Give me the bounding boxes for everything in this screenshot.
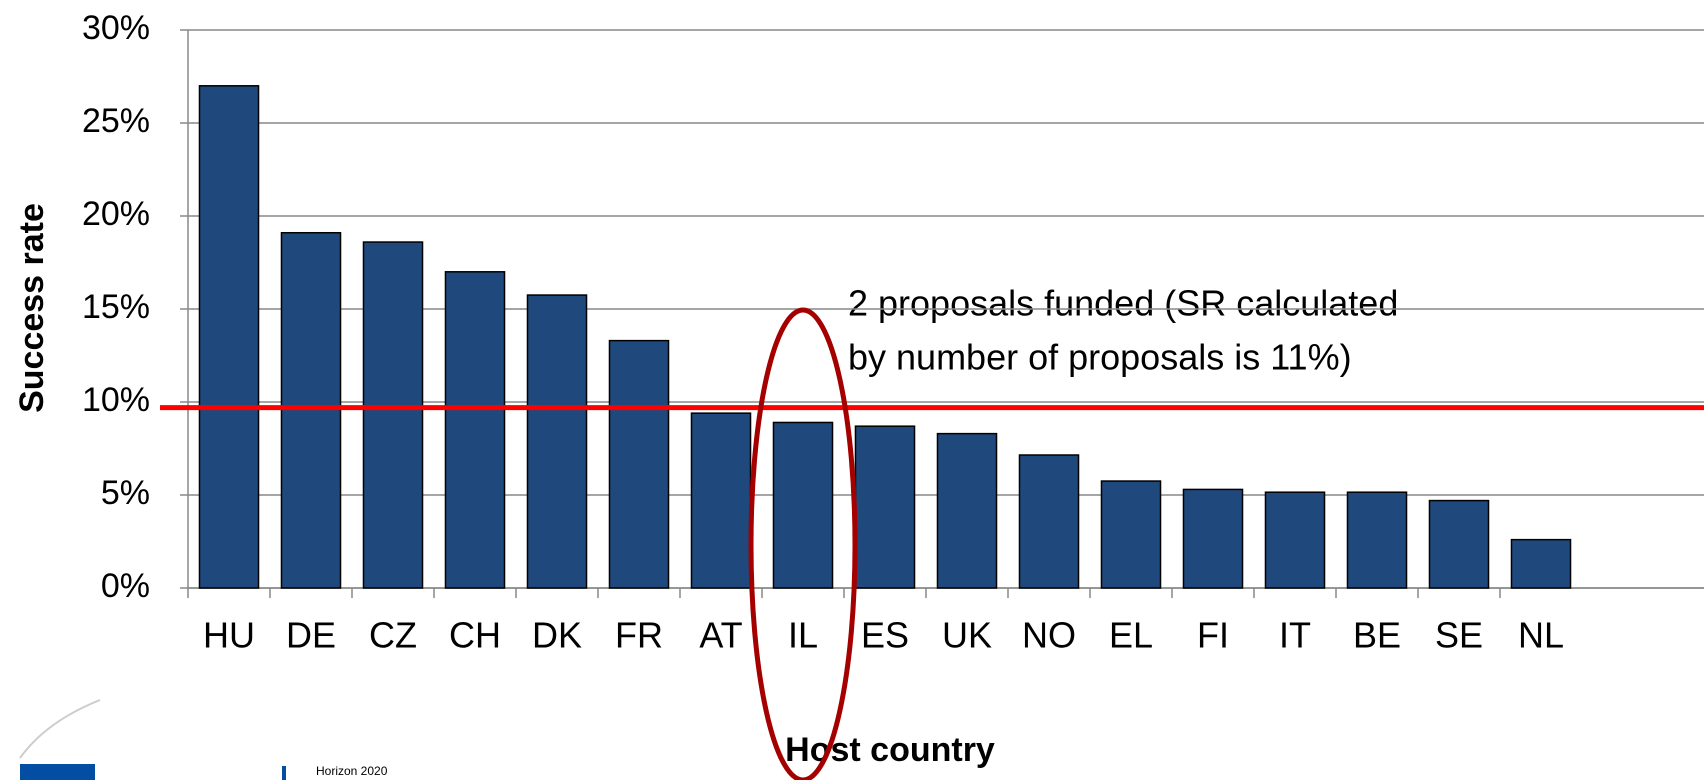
x-tick-label: ES — [861, 615, 909, 656]
y-tick-label: 30% — [82, 9, 150, 47]
bar — [1018, 454, 1080, 589]
y-tick-label: 25% — [82, 102, 150, 140]
bar — [936, 432, 998, 589]
x-tick-label: BE — [1353, 615, 1401, 656]
annotation-line: by number of proposals is 11%) — [848, 337, 1352, 378]
bar — [1182, 488, 1244, 589]
x-tick-label: NO — [1022, 615, 1076, 656]
bar — [1510, 538, 1572, 589]
bar — [198, 85, 260, 589]
x-tick-label: IL — [788, 615, 818, 656]
bar — [362, 241, 424, 589]
annotation-line: 2 proposals funded (SR calculated — [848, 283, 1398, 324]
logo-curve — [19, 699, 101, 759]
bar — [772, 421, 834, 589]
bar — [526, 294, 588, 589]
logo-bar — [282, 766, 286, 780]
eu-flag — [20, 764, 95, 780]
y-tick-label: 0% — [101, 567, 150, 605]
bar — [608, 339, 670, 589]
x-tick-label: NL — [1518, 615, 1564, 656]
logo — [19, 699, 286, 780]
x-tick-label: HU — [203, 615, 255, 656]
bar — [854, 425, 916, 589]
x-axis-title: Host country — [785, 731, 995, 769]
x-tick-label: IT — [1279, 615, 1311, 656]
x-tick-label: CH — [449, 615, 501, 656]
y-tick-label: 15% — [82, 288, 150, 326]
bar — [1346, 491, 1408, 589]
bar — [280, 231, 342, 589]
x-tick-label: AT — [699, 615, 742, 656]
bar — [444, 271, 506, 589]
y-tick-label: 5% — [101, 474, 150, 512]
highlight-ellipse — [748, 307, 858, 780]
x-tick-label: SE — [1435, 615, 1483, 656]
x-tick-label: FR — [615, 615, 663, 656]
x-tick-label: FI — [1197, 615, 1229, 656]
bar — [1264, 491, 1326, 589]
bar — [690, 412, 752, 589]
x-tick-label: UK — [942, 615, 992, 656]
y-axis-title: Success rate — [13, 203, 51, 413]
x-tick-label: CZ — [369, 615, 417, 656]
x-tick-label: DE — [286, 615, 336, 656]
footer: Horizon 2020 — [316, 764, 388, 778]
y-tick-label: 10% — [82, 381, 150, 419]
x-tick-label: EL — [1109, 615, 1153, 656]
bar — [1428, 499, 1490, 589]
x-tick-label: DK — [532, 615, 582, 656]
bar — [1100, 480, 1162, 589]
y-tick-label: 20% — [82, 195, 150, 233]
